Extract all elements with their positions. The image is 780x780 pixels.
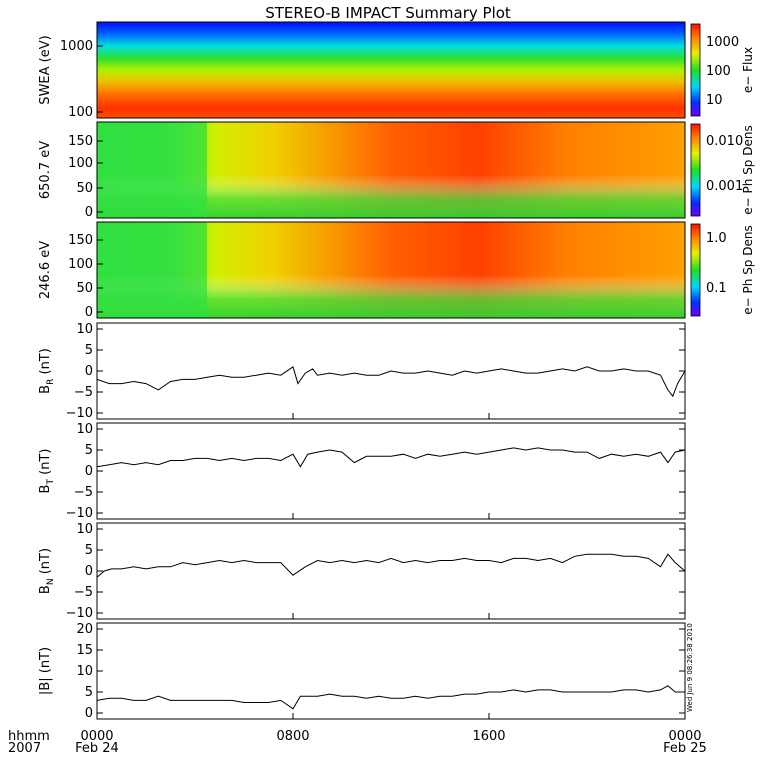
colorbar-tick: 1.0 [706, 231, 727, 246]
x-tick-label: 1600 [472, 729, 505, 744]
colorbar [690, 123, 701, 217]
colorbar [690, 23, 701, 117]
colorbar-tick: 1000 [706, 35, 739, 50]
line-ytick-label: 0 [85, 464, 93, 479]
generation-timestamp: Wed Jun 9 08:26:38 2010 [686, 623, 694, 712]
x-tick-label: 0800 [276, 729, 309, 744]
colorbar-tick: 0.010 [706, 134, 743, 149]
spectrogram-ytick: 0 [85, 305, 93, 320]
line-ytick-label: 15 [76, 643, 93, 658]
line-ytick-label: −5 [74, 485, 93, 500]
spectrogram-ytick: 0 [85, 205, 93, 220]
line-ylabel: BN (nT) [38, 548, 56, 594]
line-panel-frame [96, 622, 686, 720]
spectrogram-ylabel: SWEA (eV) [38, 35, 53, 104]
line-ytick-label: 5 [85, 685, 93, 700]
spectrogram-quiet-region [97, 122, 207, 218]
colorbar-tick: 100 [706, 64, 731, 79]
x-tick-label: 0000 [80, 729, 113, 744]
line-panel-BT: 10 5 0 −5 −10 BT (nT) [38, 422, 686, 521]
line-ytick-label: −5 [74, 585, 93, 600]
line-ytick-label: −5 [74, 385, 93, 400]
spectrogram-ylabel: 650.7 eV [38, 141, 53, 199]
spectrogram-ylabel: 246.6 eV [38, 241, 53, 299]
line-panel-frame [96, 522, 686, 620]
spectrogram-frame [96, 121, 686, 219]
line-ytick-label: 10 [76, 322, 93, 337]
spectrogram-ytick: 1000 [60, 39, 93, 54]
line-ytick-label: 20 [76, 622, 93, 637]
spectrogram-ytick: 50 [76, 181, 93, 196]
series-line-BR [96, 365, 686, 398]
line-ytick-label: 5 [85, 443, 93, 458]
line-ytick-label: 10 [76, 422, 93, 437]
spectrogram-ytick: 100 [68, 105, 93, 120]
line-panel-BN: 10 5 0 −5 −10 BN (nT) [38, 522, 686, 621]
line-ytick-label: 10 [76, 664, 93, 679]
spectrogram-panel-3: 246.6 eV 150 100 50 0 1.0 0.1 e− Ph Sp Dens [38, 221, 755, 320]
x-header-row1: hhmm [8, 729, 50, 744]
colorbar-tick: 10 [706, 93, 723, 108]
spectrogram-panel-1: SWEA (eV) 1000 100 1000 100 10 e− Flux [38, 21, 755, 120]
x-tick-label: 0000 [668, 729, 701, 744]
line-ytick-label: −10 [66, 606, 93, 621]
spectrogram-ytick: 50 [76, 281, 93, 296]
line-ytick-label: 5 [85, 543, 93, 558]
line-ylabel: BT (nT) [38, 449, 56, 494]
line-ytick-label: 10 [76, 522, 93, 537]
figure-title: STEREO-B IMPACT Summary Plot [265, 4, 511, 22]
spectrogram-quiet-region [97, 222, 207, 318]
line-ylabel: BR (nT) [38, 348, 56, 394]
line-panel-BR: 10 5 0 −5 −10 BR (nT) [38, 322, 686, 421]
line-panel-|B|: 20 15 10 5 0 |B| (nT) [38, 622, 686, 721]
x-tick-date: Feb 24 [75, 741, 119, 756]
colorbar-label: e− Flux [741, 47, 755, 93]
spectrogram-ytick: 150 [68, 233, 93, 248]
line-ytick-label: −10 [66, 506, 93, 521]
spectrogram-ytick: 100 [68, 156, 93, 171]
line-ytick-label: 0 [85, 564, 93, 579]
colorbar-label: e− Ph Sp Dens [741, 125, 755, 214]
spectrogram-image [97, 22, 685, 118]
line-ytick-label: 0 [85, 706, 93, 721]
line-ytick-label: −10 [66, 406, 93, 421]
spectrogram-ytick: 100 [68, 257, 93, 272]
colorbar-tick: 0.1 [706, 281, 727, 296]
spectrogram-frame [96, 21, 686, 119]
x-tick-date: Feb 25 [663, 741, 707, 756]
series-line-BT [96, 447, 686, 468]
x-header-row2: 2007 [8, 741, 41, 756]
line-panel-frame [96, 422, 686, 520]
colorbar [690, 223, 701, 317]
colorbar-label: e− Ph Sp Dens [741, 225, 755, 314]
series-line-BN [96, 553, 686, 578]
line-ylabel: |B| (nT) [38, 647, 53, 695]
line-ytick-label: 0 [85, 364, 93, 379]
series-line-|B| [96, 685, 685, 710]
spectrogram-ytick: 150 [68, 134, 93, 149]
colorbar-tick: 0.001 [706, 179, 743, 194]
spectrogram-frame [96, 221, 686, 319]
line-ytick-label: 5 [85, 343, 93, 358]
